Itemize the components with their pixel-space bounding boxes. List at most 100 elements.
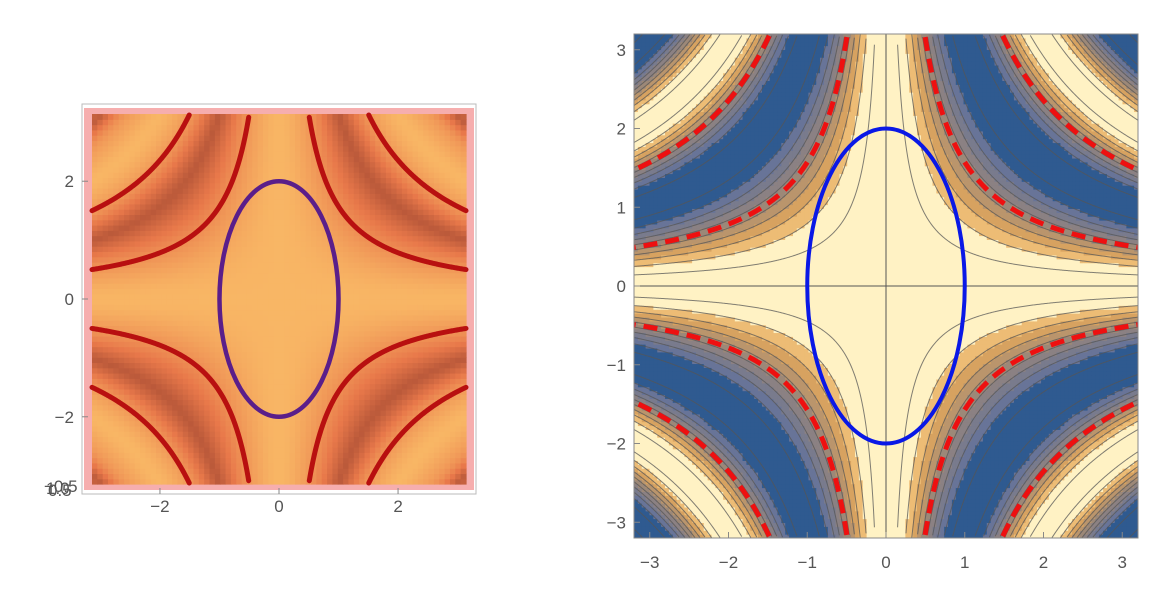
surface-cell (461, 415, 467, 421)
surface-cell (418, 405, 424, 411)
surface-cell (391, 373, 397, 379)
surface-cell (381, 125, 387, 131)
surface-cell (274, 209, 280, 215)
surface-cell (103, 288, 109, 294)
surface-cell (103, 257, 109, 263)
surface-cell (156, 193, 162, 199)
surface-cell (386, 389, 392, 395)
surface-cell (242, 315, 248, 321)
surface-cell (429, 426, 435, 432)
surface-cell (316, 262, 322, 268)
surface-cell (113, 135, 119, 141)
surface-cell (215, 177, 221, 183)
surface-cell (402, 384, 408, 390)
surface-cell (434, 236, 440, 242)
surface-cell (161, 320, 167, 326)
surface-cell (391, 125, 397, 131)
surface-cell (359, 331, 365, 337)
surface-cell (247, 442, 253, 448)
surface-cell (322, 399, 328, 405)
surface-cell (322, 320, 328, 326)
surface-cell (161, 241, 167, 247)
surface-cell (252, 135, 258, 141)
surface-cell (167, 331, 173, 337)
surface-cell (279, 373, 285, 379)
surface-cell (119, 267, 125, 273)
surface-cell (161, 119, 167, 125)
surface-cell (439, 473, 445, 479)
surface-cell (119, 156, 125, 162)
surface-cell (268, 114, 274, 120)
surface-cell (423, 463, 429, 469)
surface-cell (274, 119, 280, 125)
surface-cell (381, 373, 387, 379)
surface-cell (140, 315, 146, 321)
surface-cell (204, 278, 210, 284)
surface-cell (295, 373, 301, 379)
surface-cell (119, 341, 125, 347)
surface-cell (391, 288, 397, 294)
surface-cell (92, 188, 98, 194)
surface-cell (381, 156, 387, 162)
surface-cell (375, 220, 381, 226)
surface-cell (145, 399, 151, 405)
surface-cell (97, 214, 103, 220)
surface-cell (461, 473, 467, 479)
surface-cell (418, 193, 424, 199)
surface-cell (434, 299, 440, 305)
surface-cell (263, 193, 269, 199)
surface-cell (439, 146, 445, 152)
surface-cell (354, 325, 360, 331)
surface-cell (263, 399, 269, 405)
surface-cell (177, 394, 183, 400)
surface-cell (236, 119, 242, 125)
surface-cell (135, 230, 141, 236)
surface-cell (194, 389, 200, 395)
surface-cell (124, 389, 130, 395)
surface-cell (167, 373, 173, 379)
surface-cell (194, 140, 200, 146)
surface-cell (439, 447, 445, 453)
surface-cell (167, 299, 173, 305)
surface-cell (103, 410, 109, 416)
surface-cell (226, 283, 232, 289)
surface-cell (348, 463, 354, 469)
surface-cell (370, 204, 376, 210)
surface-cell (252, 140, 258, 146)
surface-cell (108, 156, 114, 162)
surface-cell (161, 394, 167, 400)
surface-cell (172, 273, 178, 279)
surface-cell (423, 442, 429, 448)
surface-cell (397, 236, 403, 242)
surface-cell (129, 458, 135, 464)
surface-cell (295, 347, 301, 353)
surface-cell (354, 267, 360, 273)
surface-cell (140, 156, 146, 162)
surface-cell (284, 421, 290, 427)
surface-cell (397, 384, 403, 390)
surface-cell (397, 373, 403, 379)
surface-cell (247, 368, 253, 374)
surface-cell (108, 172, 114, 178)
surface-cell (156, 214, 162, 220)
surface-cell (156, 230, 162, 236)
surface-cell (423, 135, 429, 141)
surface-cell (284, 304, 290, 310)
surface-cell (402, 373, 408, 379)
surface-cell (145, 199, 151, 205)
surface-cell (220, 436, 226, 442)
surface-cell (151, 267, 157, 273)
surface-cell (156, 336, 162, 342)
surface-cell (274, 399, 280, 405)
surface-cell (423, 251, 429, 257)
surface-cell (423, 156, 429, 162)
surface-cell (263, 225, 269, 231)
surface-cell (423, 283, 429, 289)
surface-cell (177, 415, 183, 421)
surface-cell (220, 368, 226, 374)
surface-cell (258, 273, 264, 279)
surface-cell (391, 352, 397, 358)
surface-cell (268, 447, 274, 453)
surface-cell (461, 193, 467, 199)
surface-cell (279, 209, 285, 215)
